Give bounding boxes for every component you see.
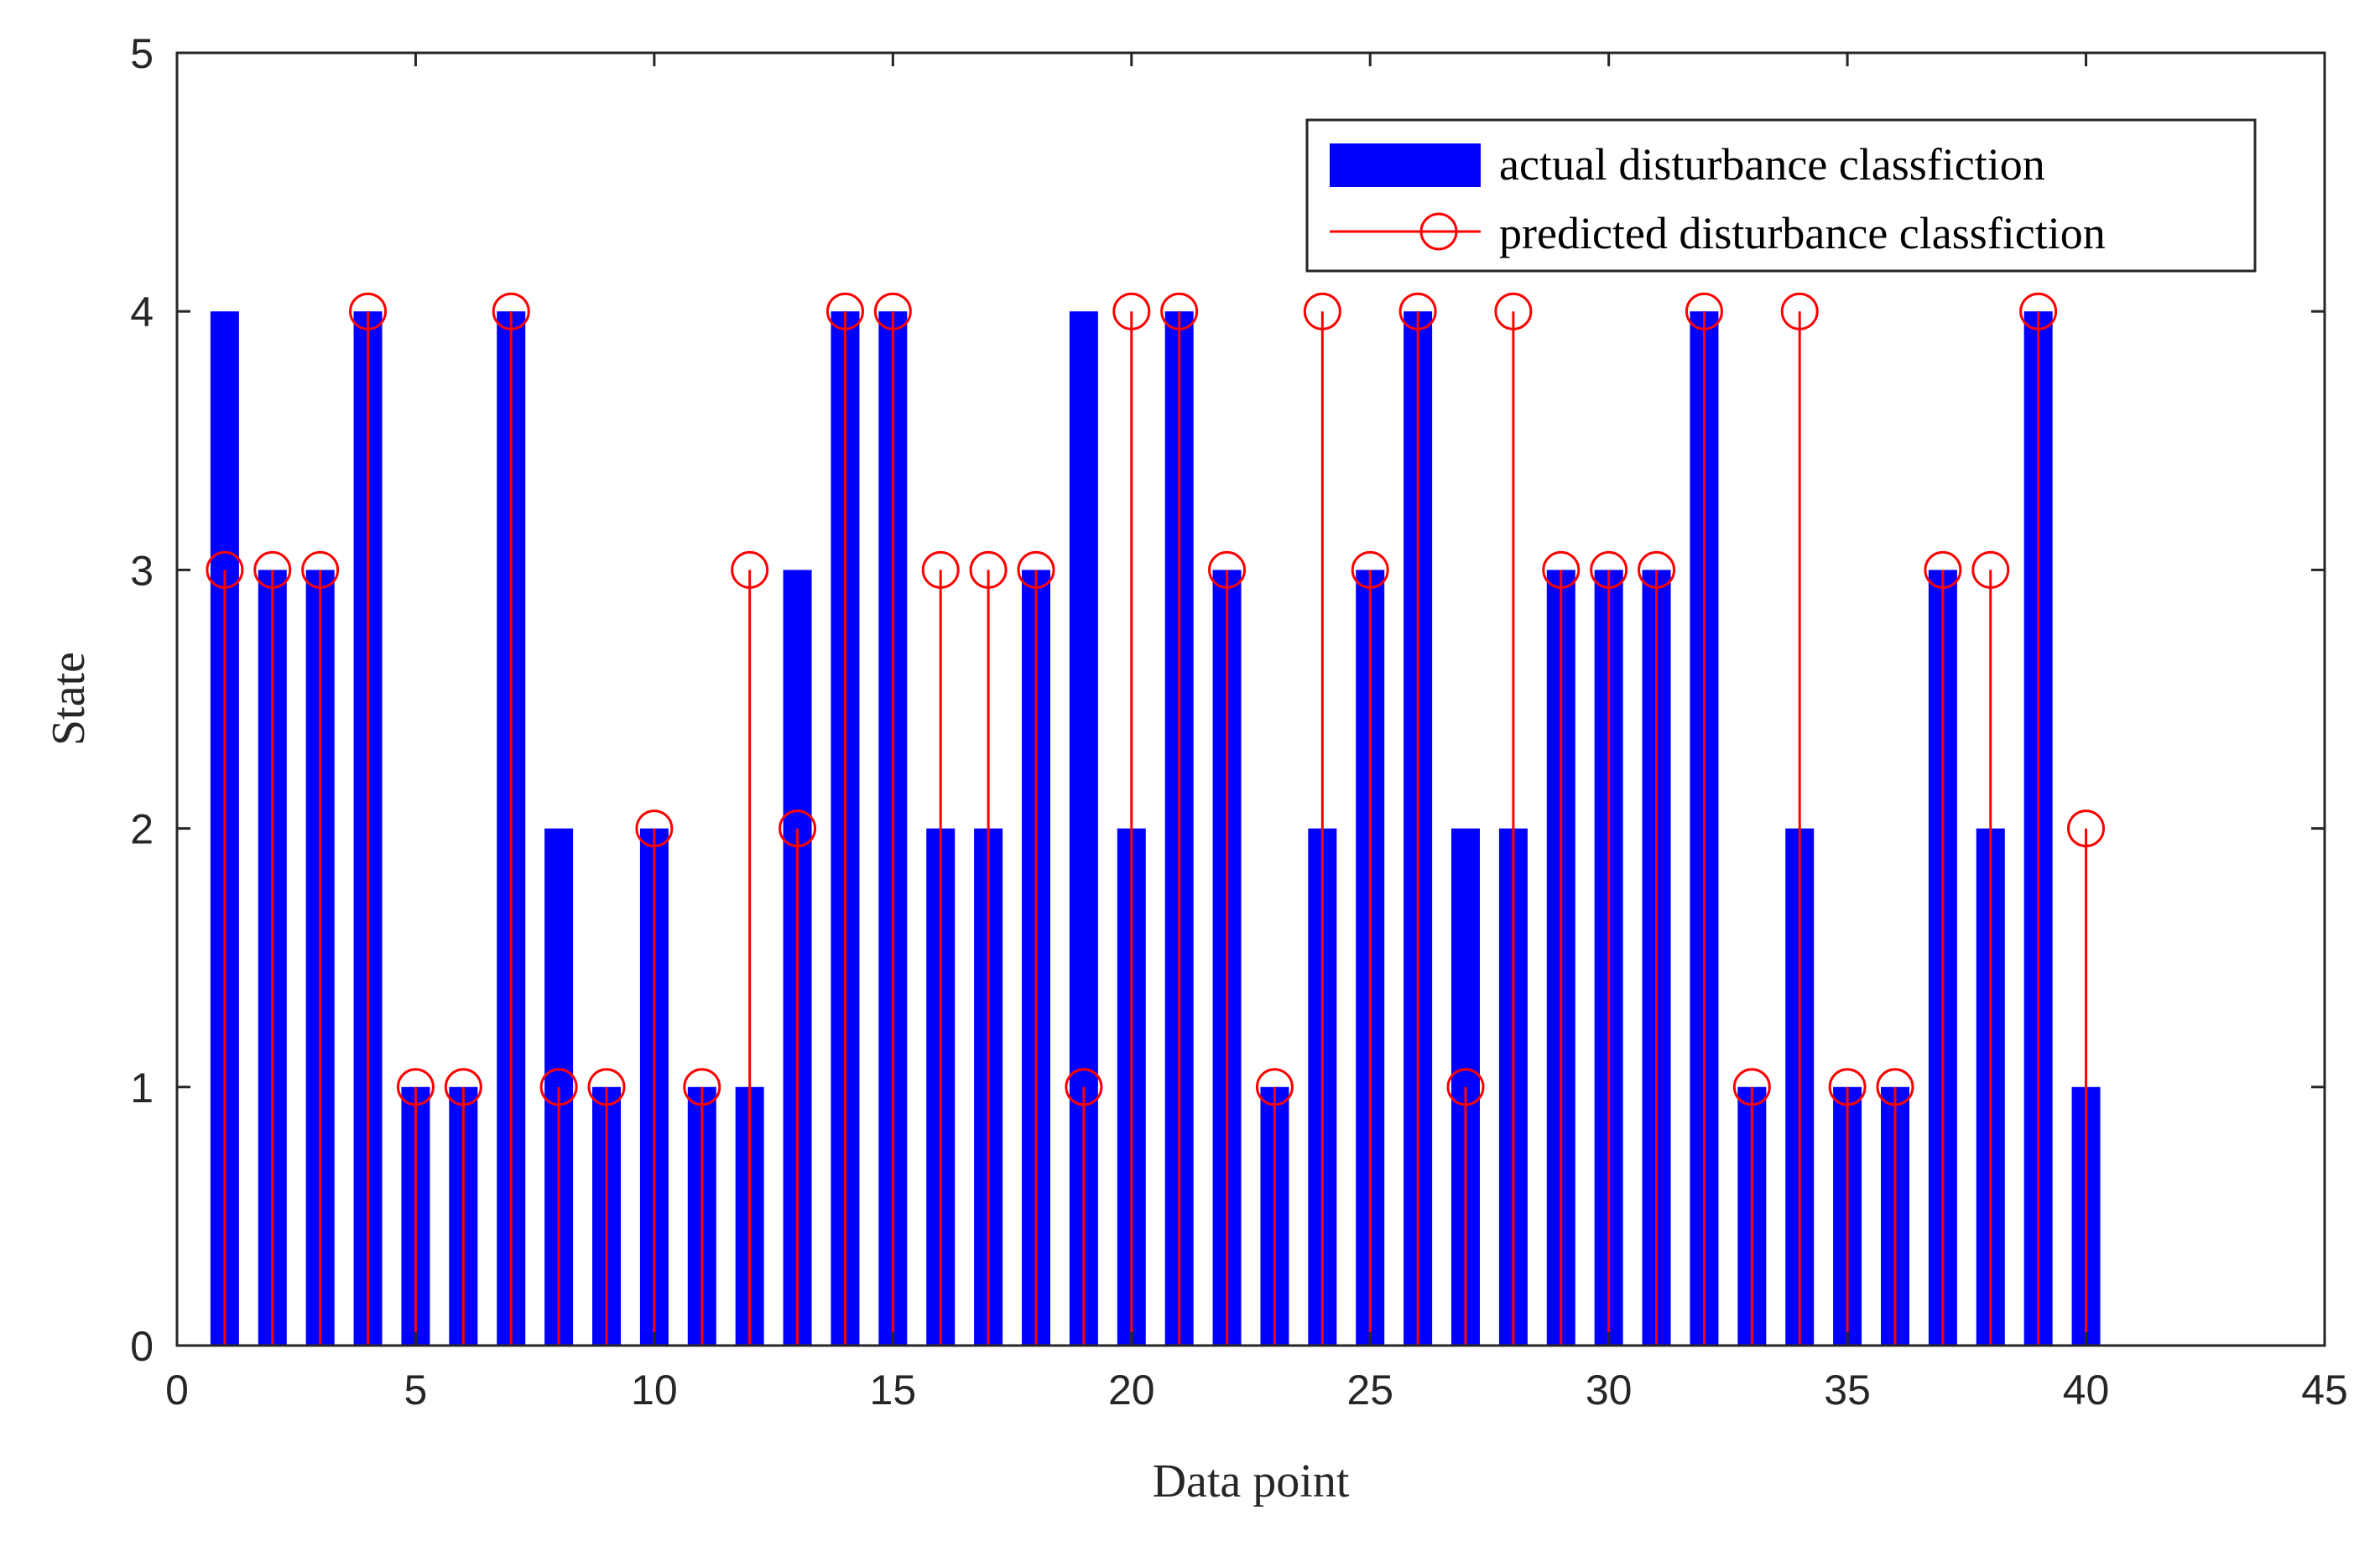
marker-predicted-19 xyxy=(1065,1068,1103,1106)
marker-predicted-4 xyxy=(349,292,388,331)
marker-predicted-9 xyxy=(587,1068,626,1106)
plot-area-frame xyxy=(175,51,2326,1347)
marker-predicted-39 xyxy=(2019,292,2058,331)
marker-predicted-35 xyxy=(1828,1068,1867,1106)
marker-predicted-26 xyxy=(1398,292,1437,331)
marker-predicted-5 xyxy=(396,1068,435,1106)
marker-predicted-27 xyxy=(1446,1068,1485,1106)
y-tick-label-4: 4 xyxy=(130,289,154,336)
y-tick-label-1: 1 xyxy=(130,1065,154,1111)
predicted-stems xyxy=(206,292,2106,1346)
marker-predicted-6 xyxy=(444,1068,482,1106)
marker-predicted-30 xyxy=(1590,550,1628,589)
legend-marker-predicted xyxy=(1419,212,1458,251)
marker-predicted-40 xyxy=(2067,810,2106,848)
marker-predicted-2 xyxy=(253,550,292,589)
legend-label-predicted: predicted disturbance classfiction xyxy=(1499,208,2106,258)
marker-predicted-31 xyxy=(1638,550,1676,589)
marker-predicted-29 xyxy=(1542,550,1581,589)
x-axis-title: Data point xyxy=(1153,1455,1350,1507)
y-axis-title: State xyxy=(43,652,95,746)
x-tick-label-0: 0 xyxy=(165,1367,189,1413)
marker-predicted-16 xyxy=(921,550,960,589)
y-tick-label-5: 5 xyxy=(130,30,154,77)
marker-predicted-21 xyxy=(1160,292,1199,331)
y-tick-label-2: 2 xyxy=(130,806,154,853)
x-tick-label-10: 10 xyxy=(631,1367,678,1413)
marker-predicted-15 xyxy=(873,292,912,331)
marker-predicted-18 xyxy=(1017,550,1055,589)
marker-predicted-33 xyxy=(1732,1068,1771,1106)
marker-predicted-36 xyxy=(1876,1068,1914,1106)
marker-predicted-32 xyxy=(1685,292,1723,331)
marker-predicted-22 xyxy=(1208,550,1247,589)
marker-predicted-23 xyxy=(1255,1068,1294,1106)
x-tick-label-15: 15 xyxy=(870,1367,917,1413)
marker-predicted-20 xyxy=(1112,292,1151,331)
x-tick-label-40: 40 xyxy=(2063,1367,2110,1413)
marker-predicted-1 xyxy=(206,550,244,589)
marker-predicted-3 xyxy=(301,550,340,589)
marker-predicted-34 xyxy=(1780,292,1819,331)
marker-predicted-8 xyxy=(539,1068,578,1106)
legend-label-actual: actual disturbance classfiction xyxy=(1499,139,2045,190)
marker-predicted-11 xyxy=(683,1068,721,1106)
marker-predicted-7 xyxy=(492,292,530,331)
legend-swatch-actual xyxy=(1330,143,1481,187)
marker-predicted-10 xyxy=(635,810,674,848)
marker-predicted-25 xyxy=(1351,550,1389,589)
y-tick-label-3: 3 xyxy=(130,547,154,594)
legend: actual disturbance classfiction predicte… xyxy=(1305,118,2257,273)
marker-predicted-24 xyxy=(1303,292,1341,331)
marker-predicted-38 xyxy=(1971,550,2010,589)
y-tick-label-0: 0 xyxy=(130,1323,154,1370)
x-tick-label-45: 45 xyxy=(2301,1367,2348,1413)
marker-predicted-37 xyxy=(1924,550,1962,589)
marker-predicted-12 xyxy=(731,550,769,589)
marker-predicted-14 xyxy=(825,292,864,331)
marker-predicted-13 xyxy=(779,810,817,848)
x-tick-label-20: 20 xyxy=(1108,1367,1155,1413)
x-tick-label-35: 35 xyxy=(1824,1367,1871,1413)
x-tick-label-30: 30 xyxy=(1586,1367,1633,1413)
marker-predicted-17 xyxy=(969,550,1008,589)
x-tick-label-5: 5 xyxy=(404,1367,428,1413)
marker-predicted-28 xyxy=(1494,292,1533,331)
x-tick-label-25: 25 xyxy=(1346,1367,1393,1413)
